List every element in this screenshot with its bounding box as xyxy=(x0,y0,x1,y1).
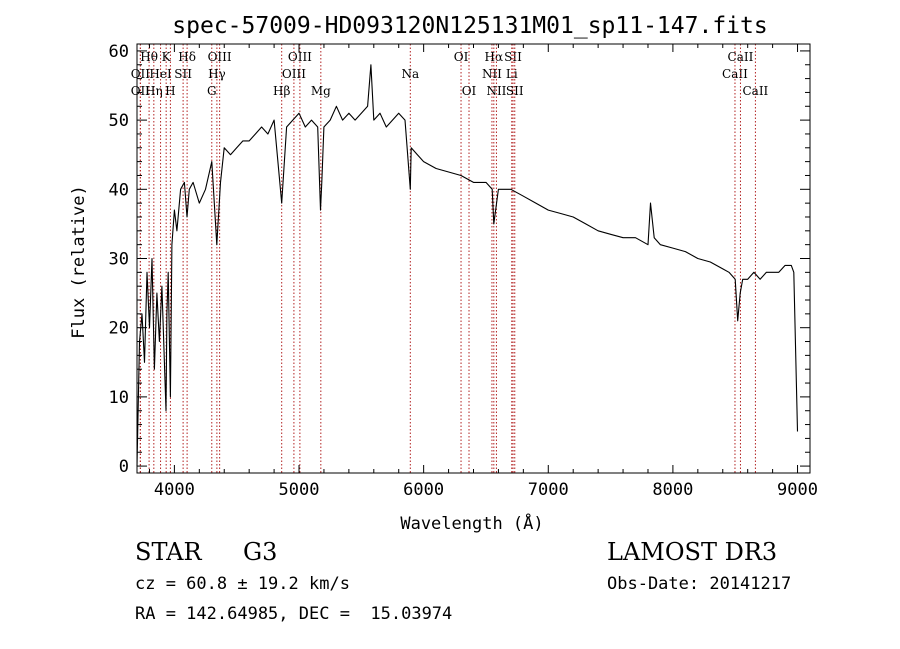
line-label-0: Hθ xyxy=(140,50,158,64)
line-label-19: NII xyxy=(482,67,502,81)
y-axis-label: Flux (relative) xyxy=(69,185,89,339)
line-label-9: G xyxy=(207,84,217,98)
line-label-16: Na xyxy=(401,67,419,81)
y-tick-label-3: 30 xyxy=(109,250,129,270)
plot-frame xyxy=(136,43,811,474)
y-axis: 0 10 20 30 40 50 60 xyxy=(109,42,810,477)
x-tick-label-3: 7000 xyxy=(528,480,569,500)
line-label-11: OIII xyxy=(208,50,232,64)
line-label-12: Hβ xyxy=(273,84,290,98)
spectrum-series xyxy=(136,64,799,467)
line-label-22: Li xyxy=(506,67,518,81)
line-label-10: Hγ xyxy=(208,67,226,81)
line-label-24: SII xyxy=(506,84,524,98)
object-class: STAR xyxy=(135,538,202,566)
line-label-7: SII xyxy=(174,67,192,81)
line-label-23: SII xyxy=(504,50,522,64)
line-label-25: CaII xyxy=(722,67,748,81)
line-label-15: Mg xyxy=(311,84,331,98)
spectral-line-markers: HθOIIOIIHηHeIKHSIIHδGHγOIIIHβOIIIOIIIMgN… xyxy=(131,44,769,473)
y-tick-label-4: 40 xyxy=(109,180,129,200)
line-label-4: HeI xyxy=(149,67,172,81)
line-label-27: CaII xyxy=(742,84,768,98)
redshift-cz: cz = 60.8 ± 19.2 km/s xyxy=(135,574,350,594)
y-tick-label-1: 10 xyxy=(109,388,129,408)
line-label-13: OIII xyxy=(282,67,306,81)
line-label-14: OIII xyxy=(288,50,312,64)
x-tick-label-5: 9000 xyxy=(777,480,818,500)
line-label-20: Hα xyxy=(485,50,504,64)
x-tick-label-1: 5000 xyxy=(279,480,320,500)
object-subclass: G3 xyxy=(243,538,278,566)
line-label-2: OII xyxy=(131,84,151,98)
coordinates: RA = 142.64985, DEC = 15.03974 xyxy=(135,604,453,624)
y-tick-label-5: 50 xyxy=(109,111,129,131)
line-label-5: K xyxy=(162,50,172,64)
line-label-8: Hδ xyxy=(178,50,196,64)
line-label-6: H xyxy=(165,84,175,98)
survey-name: LAMOST DR3 xyxy=(607,538,778,566)
line-label-21: NII xyxy=(486,84,506,98)
x-axis: 4000 5000 6000 7000 8000 9000 xyxy=(148,44,818,500)
line-label-17: OI xyxy=(454,50,469,64)
y-tick-label-0: 0 xyxy=(119,457,129,477)
y-tick-label-2: 20 xyxy=(109,319,129,339)
x-tick-label-4: 8000 xyxy=(652,480,693,500)
y-tick-label-6: 60 xyxy=(109,42,129,62)
chart-title: spec-57009-HD093120N125131M01_sp11-147.f… xyxy=(172,13,767,39)
x-tick-label-0: 4000 xyxy=(154,480,195,500)
x-tick-label-2: 6000 xyxy=(403,480,444,500)
x-axis-label: Wavelength (Å) xyxy=(400,512,543,534)
observation-date: Obs-Date: 20141217 xyxy=(607,574,792,594)
line-label-3: Hη xyxy=(145,84,163,98)
line-label-18: OI xyxy=(462,84,477,98)
spectrum-line-0 xyxy=(136,64,799,467)
line-label-26: CaII xyxy=(728,50,754,64)
line-label-1: OII xyxy=(131,67,151,81)
